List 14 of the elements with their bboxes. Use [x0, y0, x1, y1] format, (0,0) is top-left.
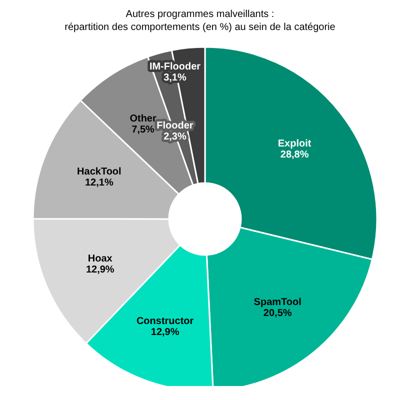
data-label: 20,5% [263, 308, 292, 319]
slice-label: SpamTool [254, 296, 302, 308]
slice-label: Constructor [136, 316, 194, 327]
data-label: 12,9% [150, 326, 180, 338]
slice-label: Hoax [88, 254, 113, 265]
chart-subtitle: répartition des comportements (en %) au sein de la catégorie [64, 21, 336, 34]
data-label: 12,1% [85, 178, 114, 189]
slice-label: Other [130, 113, 157, 124]
slice-label: HackTool [77, 166, 122, 178]
data-label: 28,8% [280, 149, 309, 160]
data-label: 7,5% [132, 124, 155, 136]
slice-label: Exploit [278, 138, 312, 150]
chart-title: Autres programmes malveillants : [124, 8, 276, 21]
data-label: 12,9% [86, 264, 114, 276]
